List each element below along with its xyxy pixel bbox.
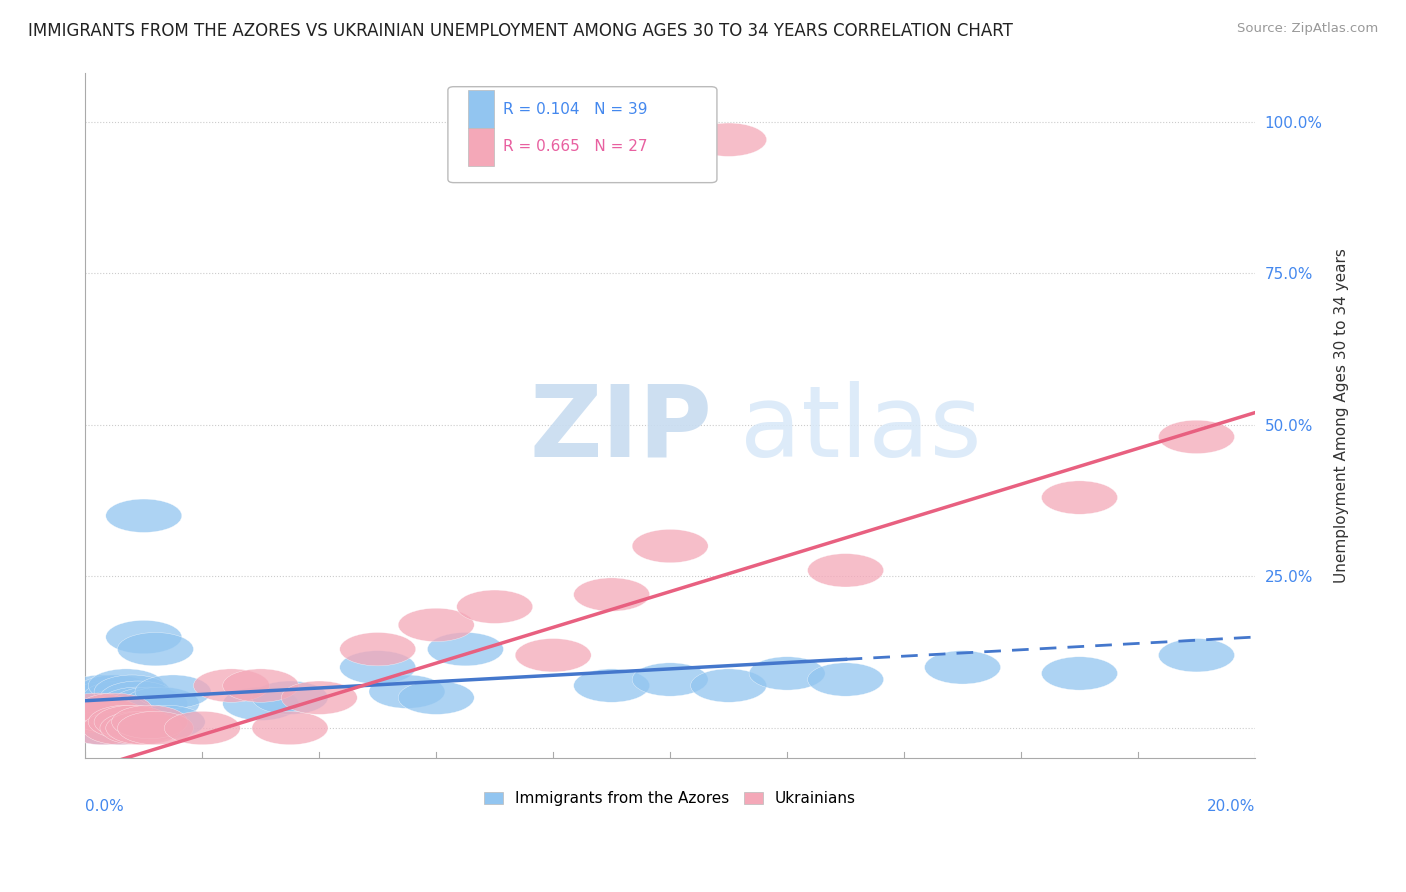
Bar (468, 128, 494, 166)
Ellipse shape (135, 675, 211, 708)
Ellipse shape (252, 711, 328, 745)
Ellipse shape (925, 650, 1001, 684)
Ellipse shape (105, 499, 181, 533)
Ellipse shape (89, 669, 165, 702)
Ellipse shape (94, 675, 170, 708)
Ellipse shape (59, 687, 135, 721)
Text: Source: ZipAtlas.com: Source: ZipAtlas.com (1237, 22, 1378, 36)
Ellipse shape (65, 711, 141, 745)
Ellipse shape (89, 687, 165, 721)
Ellipse shape (70, 681, 146, 714)
Ellipse shape (94, 693, 170, 726)
Ellipse shape (53, 681, 129, 714)
Text: 20.0%: 20.0% (1206, 799, 1256, 814)
Ellipse shape (53, 699, 129, 732)
Ellipse shape (65, 675, 141, 708)
Text: atlas: atlas (741, 381, 981, 478)
Ellipse shape (1042, 481, 1118, 514)
Ellipse shape (427, 632, 503, 665)
Ellipse shape (111, 687, 187, 721)
Ellipse shape (65, 693, 141, 726)
Ellipse shape (70, 687, 146, 721)
Ellipse shape (574, 578, 650, 611)
Bar (468, 90, 494, 128)
Text: ZIP: ZIP (530, 381, 713, 478)
Ellipse shape (105, 620, 181, 654)
Ellipse shape (807, 554, 883, 587)
Ellipse shape (129, 706, 205, 739)
Ellipse shape (118, 632, 194, 665)
Ellipse shape (76, 675, 153, 708)
Ellipse shape (398, 608, 474, 641)
Ellipse shape (59, 693, 135, 726)
Ellipse shape (690, 123, 766, 156)
Ellipse shape (749, 657, 825, 690)
Ellipse shape (340, 650, 416, 684)
Ellipse shape (194, 669, 270, 702)
Ellipse shape (83, 711, 159, 745)
Ellipse shape (89, 706, 165, 739)
Ellipse shape (633, 663, 709, 696)
Text: R = 0.104   N = 39: R = 0.104 N = 39 (503, 102, 647, 117)
Ellipse shape (100, 681, 176, 714)
Ellipse shape (105, 711, 181, 745)
Ellipse shape (222, 687, 298, 721)
Ellipse shape (1159, 639, 1234, 672)
Ellipse shape (368, 675, 444, 708)
Ellipse shape (65, 711, 141, 745)
Text: IMMIGRANTS FROM THE AZORES VS UKRAINIAN UNEMPLOYMENT AMONG AGES 30 TO 34 YEARS C: IMMIGRANTS FROM THE AZORES VS UKRAINIAN … (28, 22, 1012, 40)
Ellipse shape (100, 711, 176, 745)
Ellipse shape (118, 711, 194, 745)
Ellipse shape (111, 706, 187, 739)
FancyBboxPatch shape (449, 87, 717, 183)
Ellipse shape (124, 687, 200, 721)
Y-axis label: Unemployment Among Ages 30 to 34 years: Unemployment Among Ages 30 to 34 years (1334, 248, 1348, 583)
Ellipse shape (83, 693, 159, 726)
Ellipse shape (690, 669, 766, 702)
Ellipse shape (457, 590, 533, 624)
Ellipse shape (70, 699, 146, 732)
Ellipse shape (340, 632, 416, 665)
Ellipse shape (252, 681, 328, 714)
Ellipse shape (100, 687, 176, 721)
Ellipse shape (807, 663, 883, 696)
Ellipse shape (1042, 657, 1118, 690)
Ellipse shape (515, 639, 591, 672)
Text: R = 0.665   N = 27: R = 0.665 N = 27 (503, 139, 647, 154)
Ellipse shape (1159, 420, 1234, 453)
Ellipse shape (83, 711, 159, 745)
Ellipse shape (222, 669, 298, 702)
Ellipse shape (281, 681, 357, 714)
Ellipse shape (94, 706, 170, 739)
Ellipse shape (398, 681, 474, 714)
Legend: Immigrants from the Azores, Ukrainians: Immigrants from the Azores, Ukrainians (478, 785, 862, 813)
Ellipse shape (83, 681, 159, 714)
Ellipse shape (76, 699, 153, 732)
Ellipse shape (574, 669, 650, 702)
Ellipse shape (76, 693, 153, 726)
Ellipse shape (165, 711, 240, 745)
Text: 0.0%: 0.0% (86, 799, 124, 814)
Ellipse shape (633, 529, 709, 563)
